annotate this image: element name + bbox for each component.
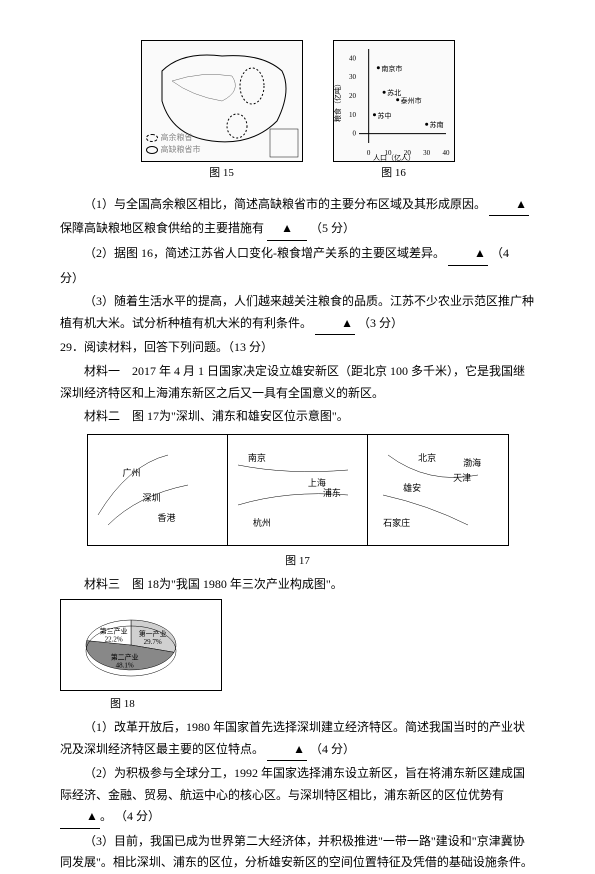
fig16-wrap: 010203040010203040苏南苏北苏中泰州市南京市人口（亿人）粮食（亿… bbox=[333, 40, 455, 184]
fig15-map: 高余粮省 高缺粮省市 bbox=[141, 40, 303, 162]
svg-text:南京市: 南京市 bbox=[381, 64, 402, 73]
q29-title: 29．阅读材料，回答下列问题。（13 分） bbox=[60, 337, 535, 359]
svg-text:20: 20 bbox=[349, 92, 357, 100]
city-sz: 深圳 bbox=[143, 490, 161, 506]
fig18-label: 图 18 bbox=[110, 695, 535, 715]
city-sjz: 石家庄 bbox=[383, 515, 410, 531]
svg-text:29.7%: 29.7% bbox=[144, 638, 162, 646]
q3-line: （3）随着生活水平的提高，人们越来越关注粮食的品质。江苏不少农业示范区推广种植有… bbox=[60, 291, 535, 335]
q3-text: （3）随着生活水平的提高，人们越来越关注粮食的品质。江苏不少农业示范区推广种植有… bbox=[60, 294, 534, 330]
q293-text: （3）目前，我国已成为世界第二大经济体，并积极推进"一带一路"建设和"京津冀协同… bbox=[60, 834, 533, 870]
fig17-panel-3: 北京 雄安 天津 渤海 石家庄 bbox=[368, 435, 507, 545]
q293-line: （3）目前，我国已成为世界第二大经济体，并积极推进"一带一路"建设和"京津冀协同… bbox=[60, 831, 535, 874]
fig15-label: 图 15 bbox=[141, 164, 303, 184]
q291-line: （1）改革开放后，1980 年国家首先选择深圳建立经济特区。简述我国当时的产业状… bbox=[60, 717, 535, 761]
city-hk: 香港 bbox=[158, 510, 176, 526]
svg-text:48.1%: 48.1% bbox=[116, 662, 134, 670]
city-bh: 渤海 bbox=[463, 455, 481, 471]
q1-line2: 保障高缺粮地区粮食供给的主要措施有 ▲ （5 分） bbox=[60, 218, 535, 241]
q2-text: （2）据图 16，简述江苏省人口变化-粮食增产关系的主要区域差异。 bbox=[84, 246, 445, 260]
q3-score: （3 分） bbox=[358, 316, 403, 330]
fig17-trimap: 广州 深圳 香港 南京 上海 浦东 杭州 北京 雄安 天津 渤海 石家庄 bbox=[87, 434, 509, 546]
q292-line: （2）为积极参与全球分工，1992 年国家选择浦东设立新区，旨在将浦东新区建成国… bbox=[60, 763, 535, 829]
fig15-wrap: 高余粮省 高缺粮省市 图 15 bbox=[141, 40, 303, 184]
fig17-label: 图 17 bbox=[60, 552, 535, 572]
q1-text-b: 保障高缺粮地区粮食供给的主要措施有 bbox=[60, 221, 264, 235]
fig16-chart: 010203040010203040苏南苏北苏中泰州市南京市人口（亿人）粮食（亿… bbox=[333, 40, 455, 162]
q29-mat2: 材料二 图 17为"深圳、浦东和雄安区位示意图"。 bbox=[60, 406, 535, 428]
mat3: 材料三 图 18为"我国 1980 年三次产业构成图"。 bbox=[60, 574, 535, 596]
q29-mat1: 材料一 2017 年 4 月 1 日国家决定设立雄安新区（距北京 100 多千米… bbox=[60, 361, 535, 404]
fig16-label: 图 16 bbox=[333, 164, 455, 184]
q292-text: （2）为积极参与全球分工，1992 年国家选择浦东设立新区，旨在将浦东新区建成国… bbox=[60, 766, 525, 802]
q292-score: （4 分） bbox=[115, 809, 160, 823]
city-hz: 杭州 bbox=[253, 515, 271, 531]
svg-text:0: 0 bbox=[352, 130, 356, 138]
city-nj: 南京 bbox=[248, 450, 266, 466]
svg-text:10: 10 bbox=[349, 111, 357, 119]
svg-text:人口（亿人）: 人口（亿人） bbox=[373, 153, 415, 161]
blank-4: ▲ bbox=[315, 313, 355, 336]
svg-text:苏南: 苏南 bbox=[429, 120, 443, 129]
city-bj: 北京 bbox=[418, 450, 436, 466]
scatter-svg: 010203040010203040苏南苏北苏中泰州市南京市人口（亿人）粮食（亿… bbox=[334, 41, 454, 161]
blank-1: ▲ bbox=[489, 194, 529, 217]
svg-text:粮食（亿吨）: 粮食（亿吨） bbox=[334, 80, 342, 122]
q1-text-a: （1）与全国高余粮区相比，简述高缺粮省市的主要分布区域及其形成原因。 bbox=[84, 197, 486, 211]
svg-text:苏北: 苏北 bbox=[387, 88, 401, 97]
fig18-pie: 第一产业29.7%第二产业48.1%第三产业22.2% bbox=[60, 599, 222, 691]
svg-text:40: 40 bbox=[442, 149, 450, 157]
svg-text:30: 30 bbox=[349, 73, 357, 81]
svg-text:40: 40 bbox=[349, 54, 357, 62]
svg-text:0: 0 bbox=[366, 149, 370, 157]
q291-score: （4 分） bbox=[310, 742, 355, 756]
city-pd: 浦东 bbox=[323, 485, 341, 501]
fig17-panel-1: 广州 深圳 香港 bbox=[88, 435, 228, 545]
city-gz: 广州 bbox=[123, 465, 141, 481]
figure-row-top: 高余粮省 高缺粮省市 图 15 010203040010203040苏南苏北苏中… bbox=[60, 40, 535, 184]
svg-text:第一产业: 第一产业 bbox=[139, 629, 167, 638]
svg-text:22.2%: 22.2% bbox=[105, 636, 123, 644]
blank-6: ▲ bbox=[60, 806, 100, 829]
q1-line1: （1）与全国高余粮区相比，简述高缺粮省市的主要分布区域及其形成原因。 ▲ bbox=[60, 194, 535, 217]
q1-score: （5 分） bbox=[310, 221, 355, 235]
blank-3: ▲ bbox=[448, 243, 488, 266]
svg-text:苏中: 苏中 bbox=[377, 111, 391, 120]
fig17-panel-2: 南京 上海 浦东 杭州 bbox=[228, 435, 368, 545]
pie-svg: 第一产业29.7%第二产业48.1%第三产业22.2% bbox=[61, 600, 221, 690]
blank-5: ▲ bbox=[267, 739, 307, 762]
blank-2: ▲ bbox=[267, 218, 307, 241]
svg-text:30: 30 bbox=[423, 149, 431, 157]
q2-line: （2）据图 16，简述江苏省人口变化-粮食增产关系的主要区域差异。 ▲ （4 bbox=[60, 243, 535, 266]
q2-score2: 分） bbox=[60, 268, 535, 290]
city-xa: 雄安 bbox=[403, 480, 421, 496]
svg-text:第二产业: 第二产业 bbox=[111, 653, 139, 662]
legend-deficit: 高缺粮省市 bbox=[161, 143, 201, 157]
q2-score: （4 bbox=[491, 246, 509, 260]
svg-text:泰州市: 泰州市 bbox=[400, 96, 421, 105]
city-tj: 天津 bbox=[453, 470, 471, 486]
